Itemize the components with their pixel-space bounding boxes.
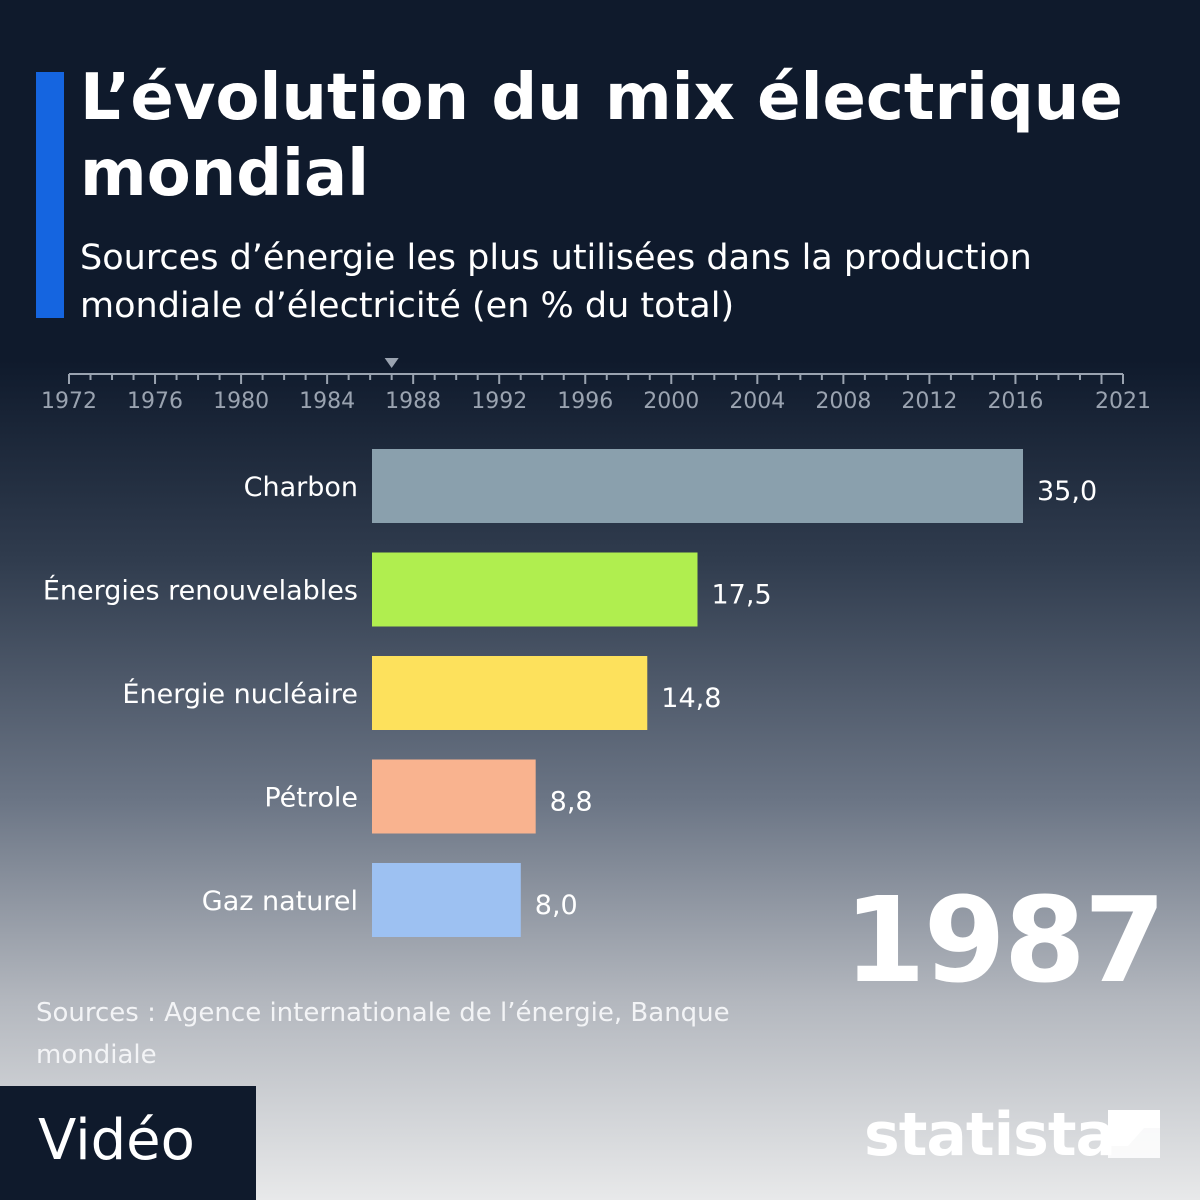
timeline-tick-label: 2012 xyxy=(901,389,957,414)
current-year-display: 1987 xyxy=(843,871,1166,1009)
bar-value-label: 35,0 xyxy=(1037,476,1097,507)
bar xyxy=(372,863,521,937)
timeline-tick-label: 1976 xyxy=(127,389,183,414)
bar-category-label: Charbon xyxy=(244,472,358,503)
bar-category-label: Énergies renouvelables xyxy=(43,575,358,607)
bar-value-label: 17,5 xyxy=(712,580,772,611)
statista-logo-icon xyxy=(1108,1110,1160,1158)
timeline-tick-label: 1984 xyxy=(299,389,355,414)
timeline-tick-label: 1980 xyxy=(213,389,269,414)
bar-category-label: Énergie nucléaire xyxy=(122,678,358,710)
bar-value-label: 8,0 xyxy=(535,890,578,921)
bar xyxy=(372,759,536,834)
timeline-tick-label: 1992 xyxy=(471,389,527,414)
video-badge: Vidéo xyxy=(0,1086,256,1200)
timeline-tick-label: 2004 xyxy=(729,389,785,414)
timeline-tick-label: 2016 xyxy=(987,389,1043,414)
bar-chart: Charbon 35,0 Énergies renouvelables 17,5 Éne… xyxy=(43,449,1097,937)
timeline-marker-icon[interactable] xyxy=(384,358,399,368)
bar xyxy=(372,552,698,627)
title-accent-bar xyxy=(36,72,64,318)
bar-value-label: 14,8 xyxy=(661,683,721,714)
chart-subtitle: Sources d’énergie les plus utilisées dan… xyxy=(80,238,1032,326)
bar-category-label: Gaz naturel xyxy=(202,886,358,917)
statista-logo-text: statista xyxy=(864,1100,1116,1170)
timeline-tick-label: 1988 xyxy=(385,389,441,414)
bar xyxy=(372,449,1023,523)
year-timeline[interactable]: 1972 1976 1980 1984 1988 1992 1996 2000 2004 2008… xyxy=(0,350,1200,420)
timeline-tick-label: 2000 xyxy=(643,389,699,414)
timeline-tick-label: 1996 xyxy=(557,389,613,414)
timeline-tick-label: 1972 xyxy=(41,389,97,414)
timeline-tick-label: 2021 xyxy=(1095,389,1151,414)
video-badge-label: Vidéo xyxy=(38,1108,195,1173)
bar xyxy=(372,656,648,730)
chart-title: L’évolution du mix électrique mondial xyxy=(80,61,1123,211)
bar-value-label: 8,8 xyxy=(550,787,593,818)
statista-logo: statista xyxy=(864,1100,1164,1170)
bar-category-label: Pétrole xyxy=(264,783,358,814)
timeline-tick-label: 2008 xyxy=(815,389,871,414)
sources-note: Sources : Agence internationale de l’éne… xyxy=(36,998,730,1070)
